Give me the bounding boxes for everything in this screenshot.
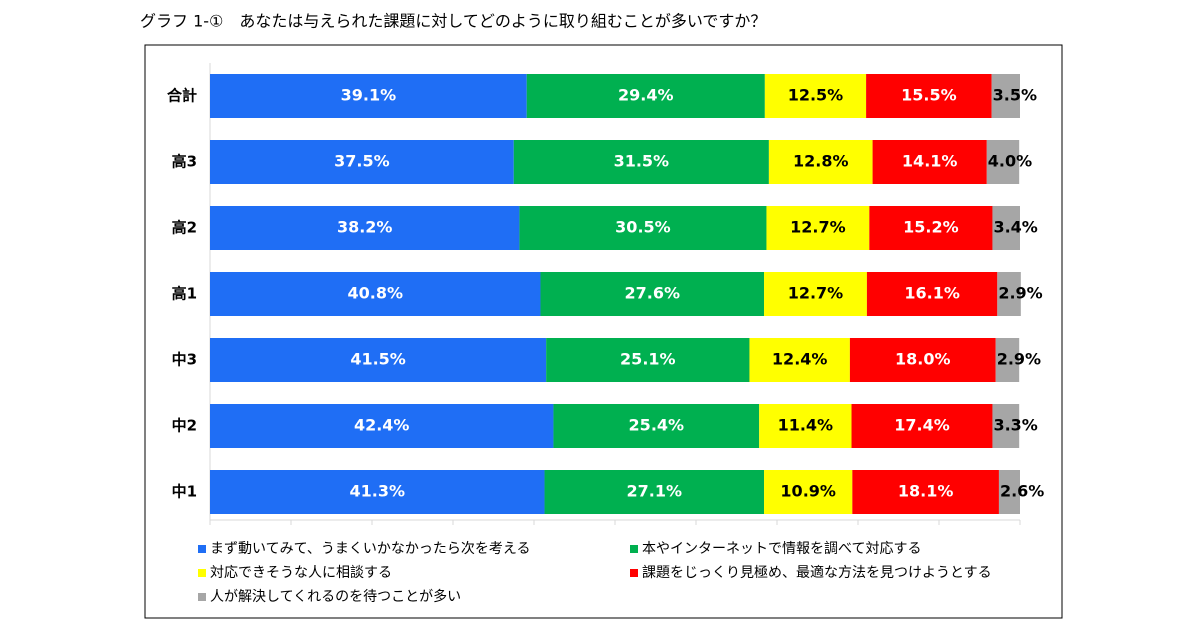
- legend-swatch: [198, 545, 206, 553]
- data-label: 17.4%: [894, 416, 950, 435]
- bar-segment: [210, 404, 554, 448]
- data-label: 42.4%: [354, 416, 410, 435]
- bar-segment: [768, 140, 873, 184]
- bar-segment: [852, 470, 999, 514]
- legend-label: 対応できそうな人に相談する: [210, 565, 392, 581]
- data-label: 2.9%: [997, 350, 1041, 369]
- data-label: 3.3%: [993, 416, 1037, 435]
- bar-segment: [766, 206, 870, 250]
- legend-label: 課題をじっくり見極め、最適な方法を見つけようとする: [642, 564, 992, 581]
- bar-segment: [995, 338, 1020, 382]
- data-label: 40.8%: [347, 284, 403, 303]
- bar-segment: [210, 206, 520, 250]
- bar-segment: [991, 74, 1020, 118]
- bar-segment: [553, 404, 760, 448]
- bar-segment: [866, 272, 998, 316]
- data-label: 27.6%: [625, 284, 681, 303]
- bar-segment: [851, 404, 993, 448]
- bar-segment: [210, 140, 514, 184]
- bar-segment: [210, 338, 547, 382]
- data-label: 11.4%: [778, 416, 834, 435]
- data-label: 3.5%: [993, 86, 1037, 105]
- data-label: 39.1%: [341, 86, 397, 105]
- bar-segment: [764, 272, 867, 316]
- legend-swatch: [630, 569, 638, 577]
- data-label: 30.5%: [615, 218, 671, 237]
- data-label: 15.5%: [901, 86, 957, 105]
- bar-segment: [210, 470, 545, 514]
- data-label: 37.5%: [334, 152, 390, 171]
- bar-segment: [526, 74, 765, 118]
- bar-segment: [764, 74, 867, 118]
- bar-segment: [872, 140, 987, 184]
- legend-label: まず動いてみて、うまくいかなかったら次を考える: [210, 541, 530, 557]
- category-label: 中3: [172, 351, 197, 369]
- bar-segment: [759, 404, 852, 448]
- data-label: 25.1%: [620, 350, 676, 369]
- data-label: 41.3%: [350, 482, 406, 501]
- bar-segment: [540, 272, 765, 316]
- legend-swatch: [198, 569, 206, 577]
- bar-segment: [210, 74, 527, 118]
- legend-label: 本やインターネットで情報を調べて対応する: [642, 541, 921, 557]
- category-label: 高2: [172, 219, 197, 237]
- category-label: 高3: [172, 153, 197, 171]
- data-label: 31.5%: [614, 152, 670, 171]
- category-label: 中1: [172, 483, 197, 501]
- data-label: 2.6%: [1000, 482, 1044, 501]
- bar-segment: [544, 470, 765, 514]
- chart-title: グラフ 1-① あなたは与えられた課題に対してどのように取り組むことが多いですか…: [140, 12, 766, 31]
- bar-segment: [998, 470, 1020, 514]
- data-label: 12.8%: [793, 152, 849, 171]
- category-label: 合計: [166, 87, 197, 105]
- bar-segment: [210, 272, 541, 316]
- data-label: 29.4%: [618, 86, 674, 105]
- data-label: 16.1%: [904, 284, 960, 303]
- legend-label: 人が解決してくれるのを待つことが多い: [210, 588, 461, 605]
- bar-segment: [849, 338, 996, 382]
- data-label: 4.0%: [988, 152, 1032, 171]
- data-label: 2.9%: [998, 284, 1042, 303]
- data-label: 3.4%: [993, 218, 1037, 237]
- data-label: 41.5%: [350, 350, 406, 369]
- category-label: 中2: [172, 417, 197, 435]
- data-label: 27.1%: [627, 482, 683, 501]
- data-label: 18.0%: [895, 350, 951, 369]
- bar-segment: [749, 338, 850, 382]
- bar-segment: [992, 404, 1020, 448]
- bar-segment: [764, 470, 853, 514]
- bar-segment: [992, 206, 1020, 250]
- chart-frame: [144, 44, 1063, 619]
- data-label: 12.5%: [788, 86, 844, 105]
- data-label: 38.2%: [337, 218, 393, 237]
- data-label: 15.2%: [903, 218, 959, 237]
- data-label: 25.4%: [629, 416, 685, 435]
- data-label: 12.7%: [788, 284, 844, 303]
- bar-segment: [869, 206, 993, 250]
- data-label: 18.1%: [898, 482, 954, 501]
- legend-swatch: [630, 545, 638, 553]
- bar-segment: [997, 272, 1021, 316]
- data-label: 14.1%: [902, 152, 958, 171]
- bar-segment: [513, 140, 769, 184]
- legend-swatch: [198, 593, 206, 601]
- data-label: 10.9%: [780, 482, 836, 501]
- category-label: 高1: [172, 285, 197, 303]
- bar-segment: [986, 140, 1020, 184]
- data-label: 12.7%: [790, 218, 846, 237]
- bar-segment: [546, 338, 750, 382]
- bar-segment: [866, 74, 992, 118]
- bar-segment: [519, 206, 767, 250]
- data-label: 12.4%: [772, 350, 828, 369]
